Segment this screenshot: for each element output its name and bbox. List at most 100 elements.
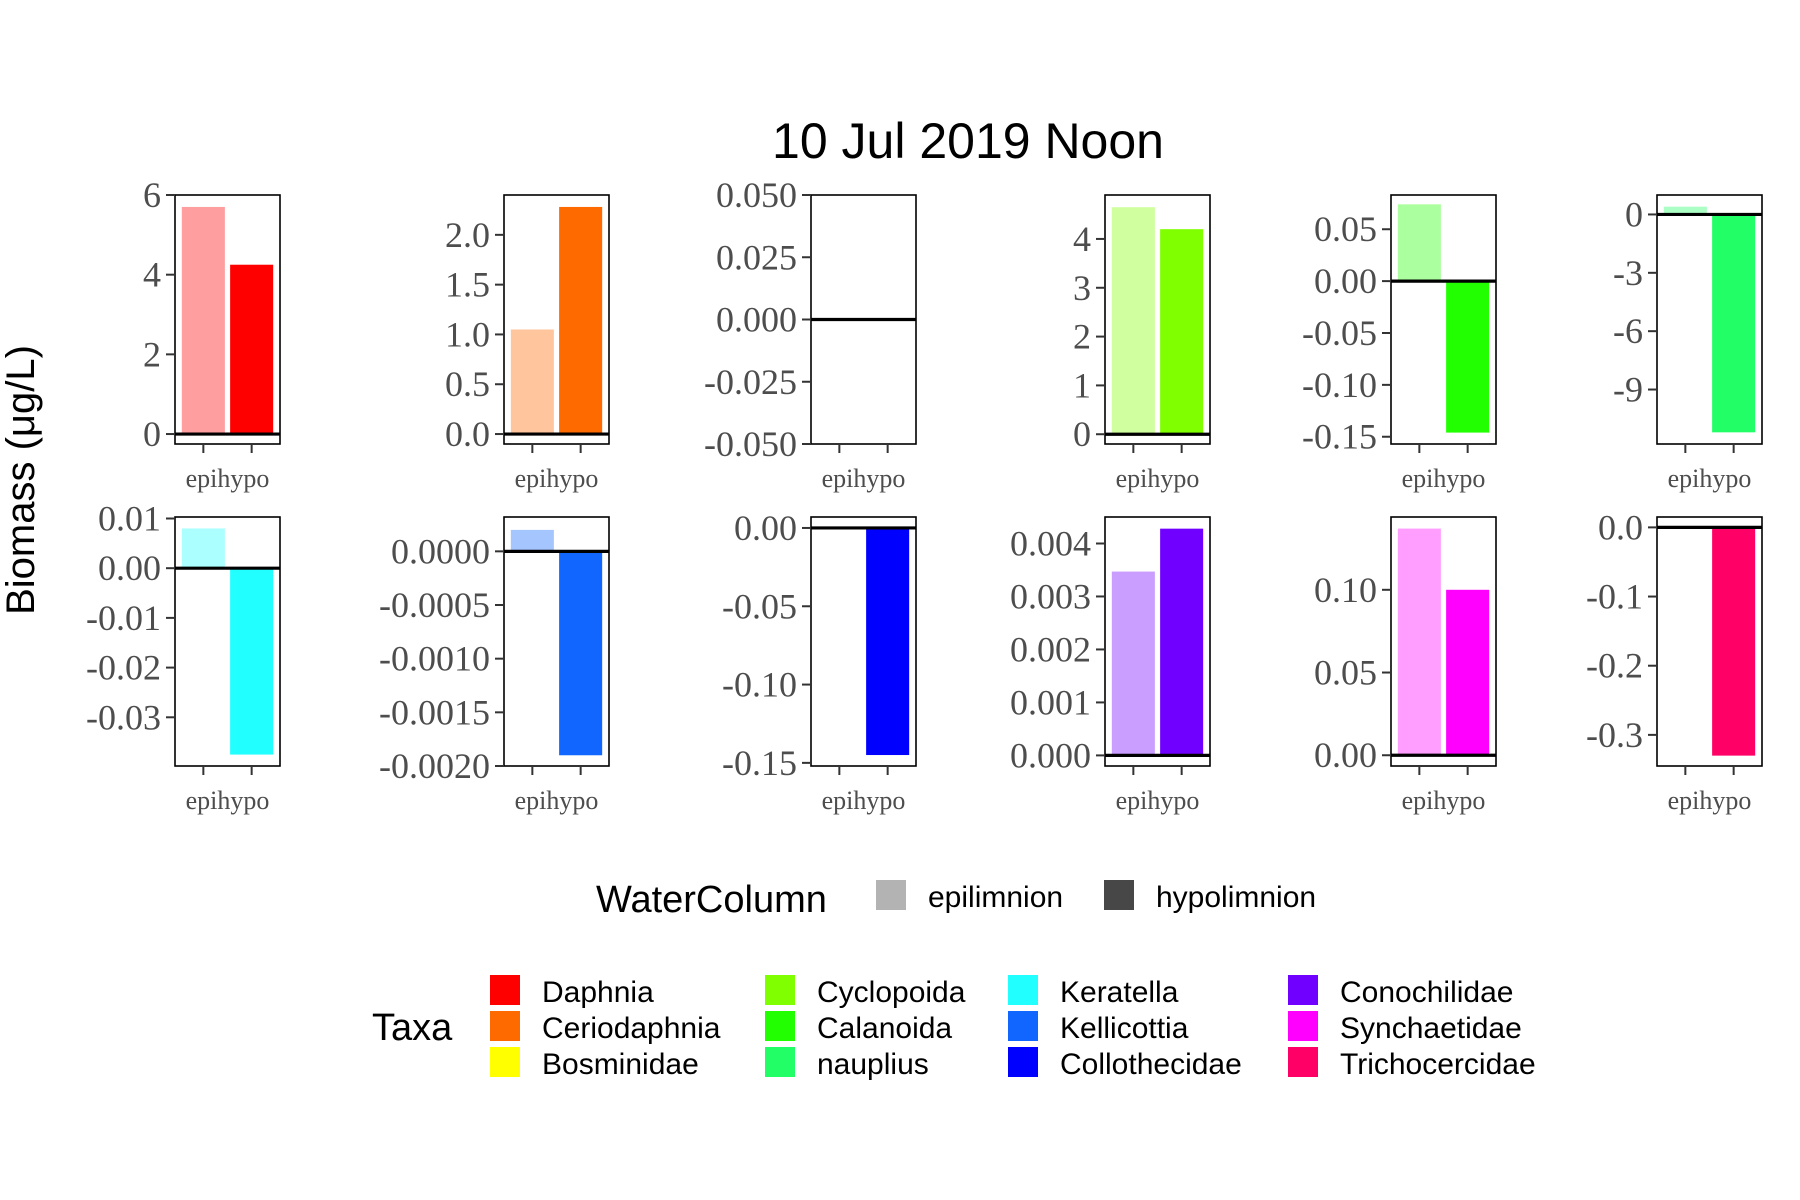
- y-tick-label: -0.05: [1302, 313, 1377, 353]
- bar-calanoida-hypo: [1446, 281, 1490, 433]
- taxa-legend-key-bosminidae: [490, 1047, 520, 1077]
- bar-synchaetidae-epi: [1397, 528, 1441, 756]
- y-tick-label: 2: [143, 334, 161, 374]
- panel-border: [503, 516, 610, 767]
- panel-synchaetidae: 0.00 0.05 0.10 epihypo: [1314, 516, 1497, 815]
- y-tick-label: 6: [143, 175, 161, 215]
- taxa-legend-label-trichocercidae: Trichocercidae: [1340, 1048, 1536, 1081]
- bar-daphnia-epi: [181, 206, 225, 435]
- y-tick-label: -0.10: [1302, 365, 1377, 405]
- y-tick-label: -0.0005: [379, 585, 490, 625]
- bar-cyclopoida-epi: [1111, 207, 1155, 435]
- taxa-legend-key-calanoida: [765, 1011, 795, 1041]
- y-tick-label: -0.03: [86, 697, 161, 737]
- taxa-legend-key-collothecidae: [1008, 1047, 1038, 1077]
- panel-daphnia: 0 2 4 6 epihypo: [143, 175, 281, 493]
- panel-border: [1390, 516, 1497, 767]
- taxa-legend-key-keratella: [1008, 975, 1038, 1005]
- y-tick-label: 0.050: [716, 175, 797, 215]
- taxa-legend-title: Taxa: [372, 1007, 453, 1049]
- y-tick-label: -0.15: [1302, 417, 1377, 457]
- taxa-legend-key-daphnia: [490, 975, 520, 1005]
- watercolumn-legend-title: WaterColumn: [596, 879, 827, 921]
- panel-border: [1104, 516, 1211, 767]
- bar-trichocercidae-hypo: [1712, 527, 1756, 756]
- taxa-legend-label-calanoida: Calanoida: [817, 1012, 952, 1045]
- panel-keratella: -0.03 -0.02 -0.01 0.00 0.01 epihypo: [86, 498, 281, 815]
- y-tick-label: 1: [1073, 365, 1091, 405]
- panel-ceriodaphnia: 0.0 0.5 1.0 1.5 2.0 epihypo: [445, 194, 610, 493]
- y-tick-label: -0.2: [1586, 646, 1643, 686]
- bar-kellicottia-epi: [510, 529, 554, 552]
- epilimnion-legend-label: epilimnion: [928, 881, 1063, 914]
- y-tick-label: -9: [1613, 370, 1643, 410]
- y-tick-label: 0.0: [1598, 507, 1643, 547]
- y-tick-label: 2.0: [445, 215, 490, 255]
- facet-panels: 0246epihypo0.00.51.01.52.0epihypo-0.050-…: [86, 175, 1763, 815]
- hypolimnion-legend-key: [1104, 880, 1134, 910]
- bar-conochilidae-hypo: [1160, 528, 1204, 756]
- y-tick-label: 0.01: [98, 498, 161, 538]
- bar-keratella-hypo: [230, 568, 274, 755]
- panel-border: [810, 516, 917, 767]
- y-tick-label: 3: [1073, 268, 1091, 308]
- y-tick-label: 0: [1073, 414, 1091, 454]
- y-tick-label: 1.5: [445, 265, 490, 305]
- y-tick-label: 0.003: [1010, 576, 1091, 616]
- panel-cyclopoida: 0 1 2 3 4 epihypo: [1073, 194, 1211, 493]
- taxa-legend-label-ceriodaphnia: Ceriodaphnia: [542, 1012, 721, 1045]
- bar-conochilidae-epi: [1111, 571, 1155, 756]
- taxa-legend-label-synchaetidae: Synchaetidae: [1340, 1012, 1522, 1045]
- hypolimnion-legend-label: hypolimnion: [1156, 881, 1316, 914]
- panel-nauplius: -9 -6 -3 0 epihypo: [1613, 194, 1763, 493]
- y-tick-label: -0.01: [86, 598, 161, 638]
- x-tick-labels: epihypo: [1116, 786, 1200, 815]
- y-tick-label: -0.050: [704, 424, 797, 464]
- bar-calanoida-epi: [1397, 204, 1441, 282]
- y-tick-label: 0.00: [1314, 735, 1377, 775]
- taxa-legend-label-conochilidae: Conochilidae: [1340, 976, 1513, 1009]
- panel-collothecidae: -0.15 -0.10 -0.05 0.00 epihypo: [722, 508, 917, 815]
- y-tick-label: 0.05: [1314, 653, 1377, 693]
- y-tick-label: 0.05: [1314, 209, 1377, 249]
- taxa-legend-label-collothecidae: Collothecidae: [1060, 1048, 1242, 1081]
- bar-daphnia-hypo: [230, 264, 274, 435]
- y-tick-label: -0.05: [722, 586, 797, 626]
- panel-trichocercidae: -0.3 -0.2 -0.1 0.0 epihypo: [1586, 507, 1763, 815]
- panel-border: [174, 194, 281, 445]
- panel-border: [1104, 194, 1211, 445]
- y-tick-label: 4: [143, 255, 161, 295]
- x-tick-labels: epihypo: [186, 464, 270, 493]
- y-tick-label: 0.00: [734, 508, 797, 548]
- y-tick-label: 4: [1073, 219, 1091, 259]
- x-tick-labels: epihypo: [515, 786, 599, 815]
- x-tick-labels: epihypo: [1668, 464, 1752, 493]
- taxa-legend-key-conochilidae: [1288, 975, 1318, 1005]
- taxa-legend-label-kellicottia: Kellicottia: [1060, 1012, 1189, 1045]
- taxa-legend-key-nauplius: [765, 1047, 795, 1077]
- taxa-legend-label-nauplius: nauplius: [817, 1048, 929, 1081]
- epilimnion-legend-key: [876, 880, 906, 910]
- y-tick-label: -0.025: [704, 362, 797, 402]
- y-tick-label: -0.0020: [379, 746, 490, 786]
- chart-title: 10 Jul 2019 Noon: [772, 113, 1164, 169]
- y-tick-label: 0: [143, 414, 161, 454]
- y-tick-label: 0.000: [1010, 735, 1091, 775]
- panel-border: [1656, 194, 1763, 445]
- panel-conochilidae: 0.000 0.001 0.002 0.003 0.004 epihypo: [1010, 516, 1211, 815]
- y-tick-label: -3: [1613, 253, 1643, 293]
- taxa-legend-key-ceriodaphnia: [490, 1011, 520, 1041]
- panel-calanoida: -0.15 -0.10 -0.05 0.00 0.05 epihypo: [1302, 194, 1497, 493]
- y-axis-label: Biomass (μg/L): [0, 345, 43, 615]
- taxa-legend-key-synchaetidae: [1288, 1011, 1318, 1041]
- bar-cyclopoida-hypo: [1160, 229, 1204, 435]
- panel-bosminidae: -0.050 -0.025 0.000 0.025 0.050 epihypo: [704, 175, 917, 493]
- y-tick-label: 1.0: [445, 314, 490, 354]
- taxa-legend-label-daphnia: Daphnia: [542, 976, 654, 1009]
- y-tick-label: -0.3: [1586, 715, 1643, 755]
- x-tick-labels: epihypo: [1402, 464, 1486, 493]
- taxa-legend-label-keratella: Keratella: [1060, 976, 1179, 1009]
- y-tick-label: -0.15: [722, 743, 797, 783]
- y-tick-label: 0.0: [445, 414, 490, 454]
